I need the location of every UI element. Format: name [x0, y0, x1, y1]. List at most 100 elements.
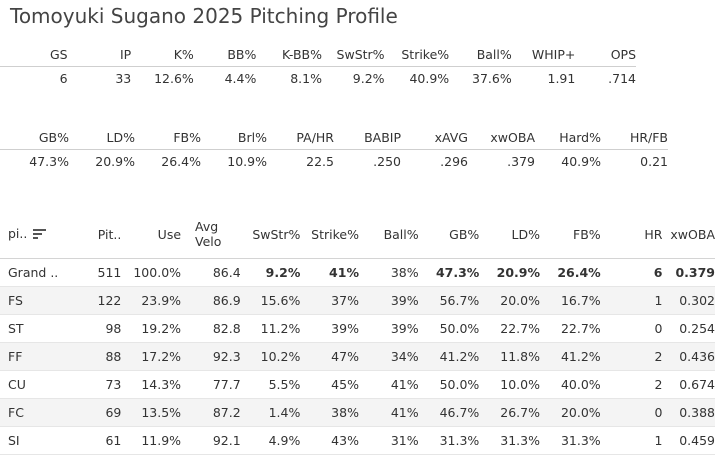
table-cell: 0.674	[662, 370, 715, 399]
stat-value: 40.9%	[535, 149, 601, 173]
stat-value: 20.9%	[69, 149, 135, 173]
table-row[interactable]: ST 98 19.2% 82.8 11.2% 39% 39% 50.0% 22.…	[0, 314, 715, 343]
table-cell: 5.5%	[240, 370, 301, 399]
table-cell: 41.2%	[540, 342, 601, 371]
table-cell: 98	[74, 314, 122, 343]
table-cell: 0.459	[662, 426, 715, 455]
column-header[interactable]: HR	[600, 210, 663, 259]
column-header-pitch-type[interactable]: pi..	[0, 210, 75, 259]
stat-value: 33	[67, 66, 132, 90]
column-header[interactable]: Use	[121, 210, 182, 259]
table-cell: 20.9%	[479, 258, 540, 287]
table-cell: 20.0%	[479, 286, 540, 315]
column-header[interactable]: Pit..	[74, 210, 122, 259]
stat-header: Strike%	[401, 46, 450, 62]
table-row[interactable]: FC 69 13.5% 87.2 1.4% 38% 41% 46.7% 26.7…	[0, 398, 715, 427]
table-cell: 37%	[300, 286, 359, 315]
table-row[interactable]: CU 73 14.3% 77.7 5.5% 45% 41% 50.0% 10.0…	[0, 370, 715, 399]
stat-header: HR/FB	[629, 129, 668, 145]
column-header[interactable]: Avg Velo	[181, 210, 241, 259]
table-cell: 50.0%	[418, 370, 480, 399]
table-cell: 31.3%	[479, 426, 540, 455]
table-cell: 10.2%	[240, 342, 301, 371]
table-cell: 41%	[358, 370, 419, 399]
table-cell: 13.5%	[121, 398, 182, 427]
stat-value: 12.6%	[131, 66, 194, 90]
stat-value: 26.4%	[135, 149, 201, 173]
table-cell: 11.2%	[240, 314, 301, 343]
table-cell: 86.4	[181, 258, 241, 287]
column-header[interactable]: FB%	[540, 210, 601, 259]
stat-value: 9.2%	[321, 66, 385, 90]
table-cell: FS	[0, 286, 75, 315]
table-cell: 22.7%	[479, 314, 540, 343]
table-cell: FF	[0, 342, 75, 371]
table-cell: 41%	[358, 398, 419, 427]
column-header-label: pi..	[8, 226, 28, 241]
table-cell: 46.7%	[418, 398, 480, 427]
stat-value: 40.9%	[384, 66, 450, 90]
table-cell: 0.388	[662, 398, 715, 427]
table-cell: 39%	[300, 314, 359, 343]
column-header[interactable]: GB%	[418, 210, 480, 259]
table-cell: Grand ..	[0, 258, 75, 287]
table-cell: 17.2%	[121, 342, 182, 371]
table-cell: 122	[74, 286, 122, 315]
table-cell: 0.436	[662, 342, 715, 371]
stat-header: xAVG	[434, 129, 468, 145]
table-cell: 0.254	[662, 314, 715, 343]
stat-value: 37.6%	[449, 66, 512, 90]
table-cell: 22.7%	[540, 314, 601, 343]
column-header[interactable]: Ball%	[358, 210, 419, 259]
table-cell: 19.2%	[121, 314, 182, 343]
table-cell: 16.7%	[540, 286, 601, 315]
table-cell: 31.3%	[418, 426, 480, 455]
table-cell: 87.2	[181, 398, 241, 427]
table-cell: CU	[0, 370, 75, 399]
table-cell: 0.302	[662, 286, 715, 315]
stat-header: FB%	[173, 129, 201, 145]
stat-value: 10.9%	[201, 149, 267, 173]
table-cell: SI	[0, 426, 75, 455]
table-cell: 39%	[358, 314, 419, 343]
table-cell: 9.2%	[240, 258, 301, 287]
table-cell: FC	[0, 398, 75, 427]
stat-header: PA/HR	[296, 129, 334, 145]
table-cell: 15.6%	[240, 286, 301, 315]
stat-header: BB%	[227, 46, 257, 62]
table-cell: 82.8	[181, 314, 241, 343]
stat-value: .296	[401, 149, 468, 173]
sort-descending-icon[interactable]	[33, 227, 47, 242]
column-header[interactable]: xwOBA	[662, 210, 715, 259]
table-cell: 45%	[300, 370, 359, 399]
table-cell: 31.3%	[540, 426, 601, 455]
table-cell: 26.4%	[540, 258, 601, 287]
stat-header: Brl%	[237, 129, 267, 145]
table-cell: 23.9%	[121, 286, 182, 315]
table-row-grand-total[interactable]: Grand .. 511 100.0% 86.4 9.2% 41% 38% 47…	[0, 258, 715, 287]
table-cell: 1	[600, 426, 663, 455]
stat-value: .379	[468, 149, 535, 173]
table-cell: 50.0%	[418, 314, 480, 343]
column-header[interactable]: Strike%	[300, 210, 359, 259]
table-cell: 31%	[358, 426, 419, 455]
table-cell: 38%	[300, 398, 359, 427]
table-cell: 6	[600, 258, 663, 287]
table-row[interactable]: SI 61 11.9% 92.1 4.9% 43% 31% 31.3% 31.3…	[0, 426, 715, 455]
table-cell: 34%	[358, 342, 419, 371]
stat-value: 1.91	[511, 66, 576, 90]
table-cell: 77.7	[181, 370, 241, 399]
table-row[interactable]: FF 88 17.2% 92.3 10.2% 47% 34% 41.2% 11.…	[0, 342, 715, 371]
summary-stats-table-2: GB% LD% FB% Brl% PA/HR BABIP xAVG xwOBA …	[0, 125, 668, 173]
column-header[interactable]: SwStr%	[240, 210, 301, 259]
column-header[interactable]: LD%	[479, 210, 540, 259]
table-cell: 88	[74, 342, 122, 371]
table-cell: 47.3%	[418, 258, 480, 287]
table-cell: 92.1	[181, 426, 241, 455]
stat-header: GB%	[38, 129, 69, 145]
pitch-type-table: pi.. Pit.. Use Avg Velo SwStr% Strike% B…	[0, 210, 715, 455]
table-cell: 86.9	[181, 286, 241, 315]
table-cell: 73	[74, 370, 122, 399]
page-title: Tomoyuki Sugano 2025 Pitching Profile	[10, 4, 398, 28]
table-row[interactable]: FS 122 23.9% 86.9 15.6% 37% 39% 56.7% 20…	[0, 286, 715, 315]
